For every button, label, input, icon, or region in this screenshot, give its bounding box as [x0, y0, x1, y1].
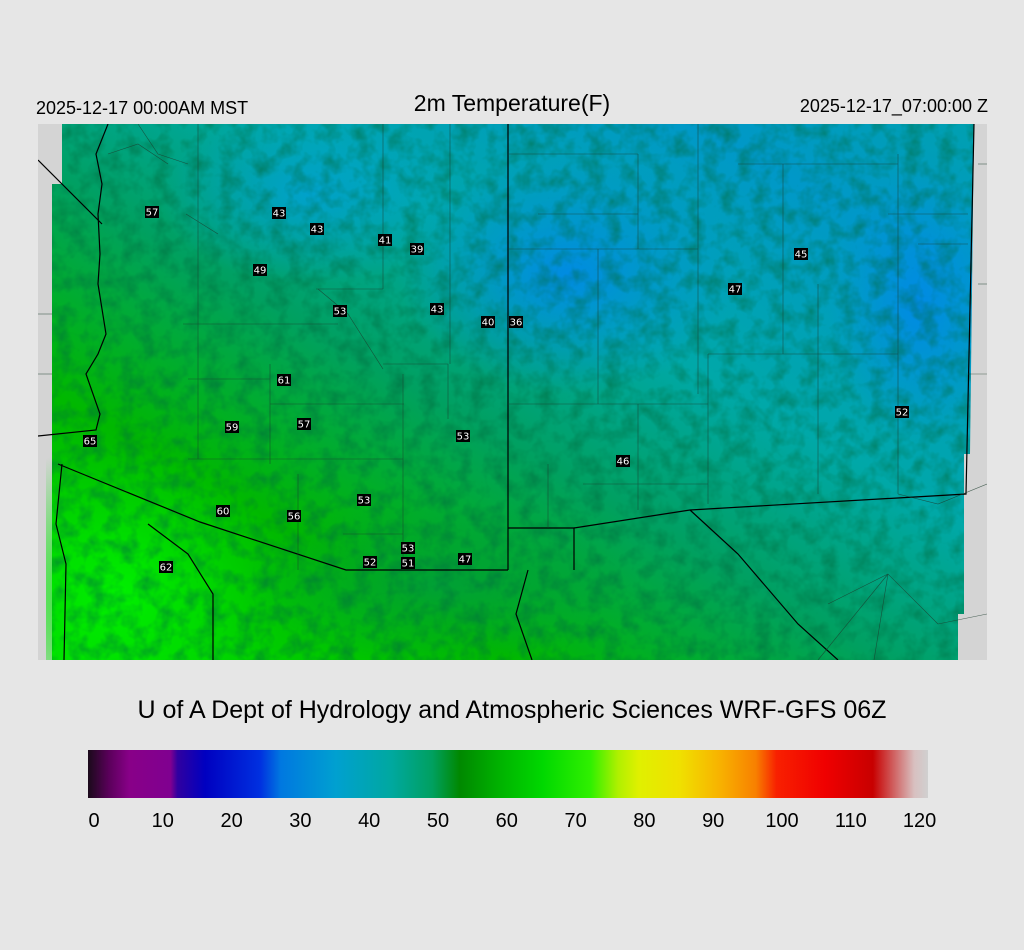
- station-value-text: 52: [896, 408, 909, 419]
- station-value-text: 43: [431, 305, 444, 316]
- colorbar-tick-label: 30: [289, 810, 312, 832]
- station-value-text: 53: [457, 432, 470, 443]
- colorbar-tick-label: 10: [151, 810, 174, 832]
- colorbar-tick-label: 0: [88, 810, 100, 832]
- station-labels: 57 43 43 41 39 49 53 43 40 36 47 45 61 59 57 53 65 53 46 52…: [83, 206, 909, 574]
- colorbar-tick-label: 120: [902, 810, 937, 832]
- station-value: 47: [458, 553, 472, 566]
- colorbar-tick-label: 100: [765, 810, 799, 832]
- station-value: 60: [216, 505, 230, 518]
- station-value-text: 56: [288, 512, 301, 523]
- station-value-text: 53: [334, 307, 347, 318]
- station-value-text: 47: [729, 285, 742, 296]
- colorbar-tick-label: 80: [633, 810, 656, 832]
- station-value: 40: [481, 316, 495, 329]
- station-value: 56: [287, 510, 301, 523]
- station-value-text: 57: [298, 420, 311, 431]
- station-value-text: 52: [364, 558, 377, 569]
- state-boundaries: [38, 124, 975, 660]
- colorbar-gradient: [88, 750, 928, 798]
- station-value: 45: [794, 248, 808, 261]
- colorbar-tick-label: 40: [358, 810, 381, 832]
- station-value-text: 43: [311, 225, 324, 236]
- station-value: 61: [277, 374, 291, 387]
- station-value-text: 65: [84, 437, 97, 448]
- temperature-map: 57 43 43 41 39 49 53 43 40 36 47 45 61 59 57 53 65 53 46 52…: [38, 124, 987, 660]
- map-title: 2m Temperature(F): [413, 90, 611, 116]
- station-value: 49: [253, 264, 267, 277]
- county-boundaries: [38, 124, 987, 660]
- station-value: 43: [310, 223, 324, 236]
- credit-line: U of A Dept of Hydrology and Atmospheric…: [137, 696, 887, 724]
- station-value-text: 43: [273, 209, 286, 220]
- station-value: 57: [145, 206, 159, 219]
- station-value: 53: [456, 430, 470, 443]
- map-svg: [38, 124, 987, 660]
- station-value-text: 61: [278, 376, 291, 387]
- station-value-text: 45: [795, 250, 808, 261]
- station-value: 65: [83, 435, 97, 448]
- station-value-text: 36: [510, 318, 523, 329]
- station-value-text: 62: [160, 563, 173, 574]
- utc-time-label: 2025-12-17_07:00:00 Z: [799, 96, 988, 116]
- terrain-texture: [52, 124, 974, 660]
- station-value: 57: [297, 418, 311, 431]
- missing-data-west: [38, 124, 62, 660]
- station-value: 62: [159, 561, 173, 574]
- station-value: 53: [333, 305, 347, 318]
- station-value: 39: [410, 243, 424, 256]
- station-value-text: 49: [254, 266, 267, 277]
- station-value: 43: [430, 303, 444, 316]
- station-value-text: 60: [217, 507, 230, 518]
- station-value-text: 40: [482, 318, 495, 329]
- station-value: 59: [225, 421, 239, 434]
- missing-data-east: [958, 124, 987, 660]
- station-value: 52: [895, 406, 909, 419]
- station-value-text: 51: [402, 559, 415, 570]
- local-time-label: 2025-12-17 00:00AM MST: [36, 98, 249, 118]
- colorbar-tick-label: 110: [834, 810, 867, 832]
- station-value: 53: [401, 542, 415, 555]
- station-value-text: 47: [459, 555, 472, 566]
- station-value: 53: [357, 494, 371, 507]
- station-value: 47: [728, 283, 742, 296]
- station-value: 46: [616, 455, 630, 468]
- colorbar-tick-label: 50: [426, 810, 450, 832]
- station-value-text: 53: [358, 496, 371, 507]
- colorbar-tick-label: 60: [495, 810, 518, 832]
- station-value: 36: [509, 316, 523, 329]
- colorbar-tick-label: 70: [564, 810, 587, 832]
- colorbar-tick-label: 90: [702, 810, 725, 832]
- station-value-text: 53: [402, 544, 415, 555]
- colorbar-tick-label: 20: [220, 810, 243, 832]
- station-value-text: 46: [617, 457, 630, 468]
- station-value: 51: [401, 557, 415, 570]
- station-value: 52: [363, 556, 377, 569]
- station-value-text: 59: [226, 423, 239, 434]
- station-value: 41: [378, 234, 392, 247]
- station-value: 43: [272, 207, 286, 220]
- colorbar: [88, 750, 928, 798]
- station-value-text: 39: [411, 245, 424, 256]
- station-value-text: 41: [379, 236, 392, 247]
- station-value-text: 57: [146, 208, 159, 219]
